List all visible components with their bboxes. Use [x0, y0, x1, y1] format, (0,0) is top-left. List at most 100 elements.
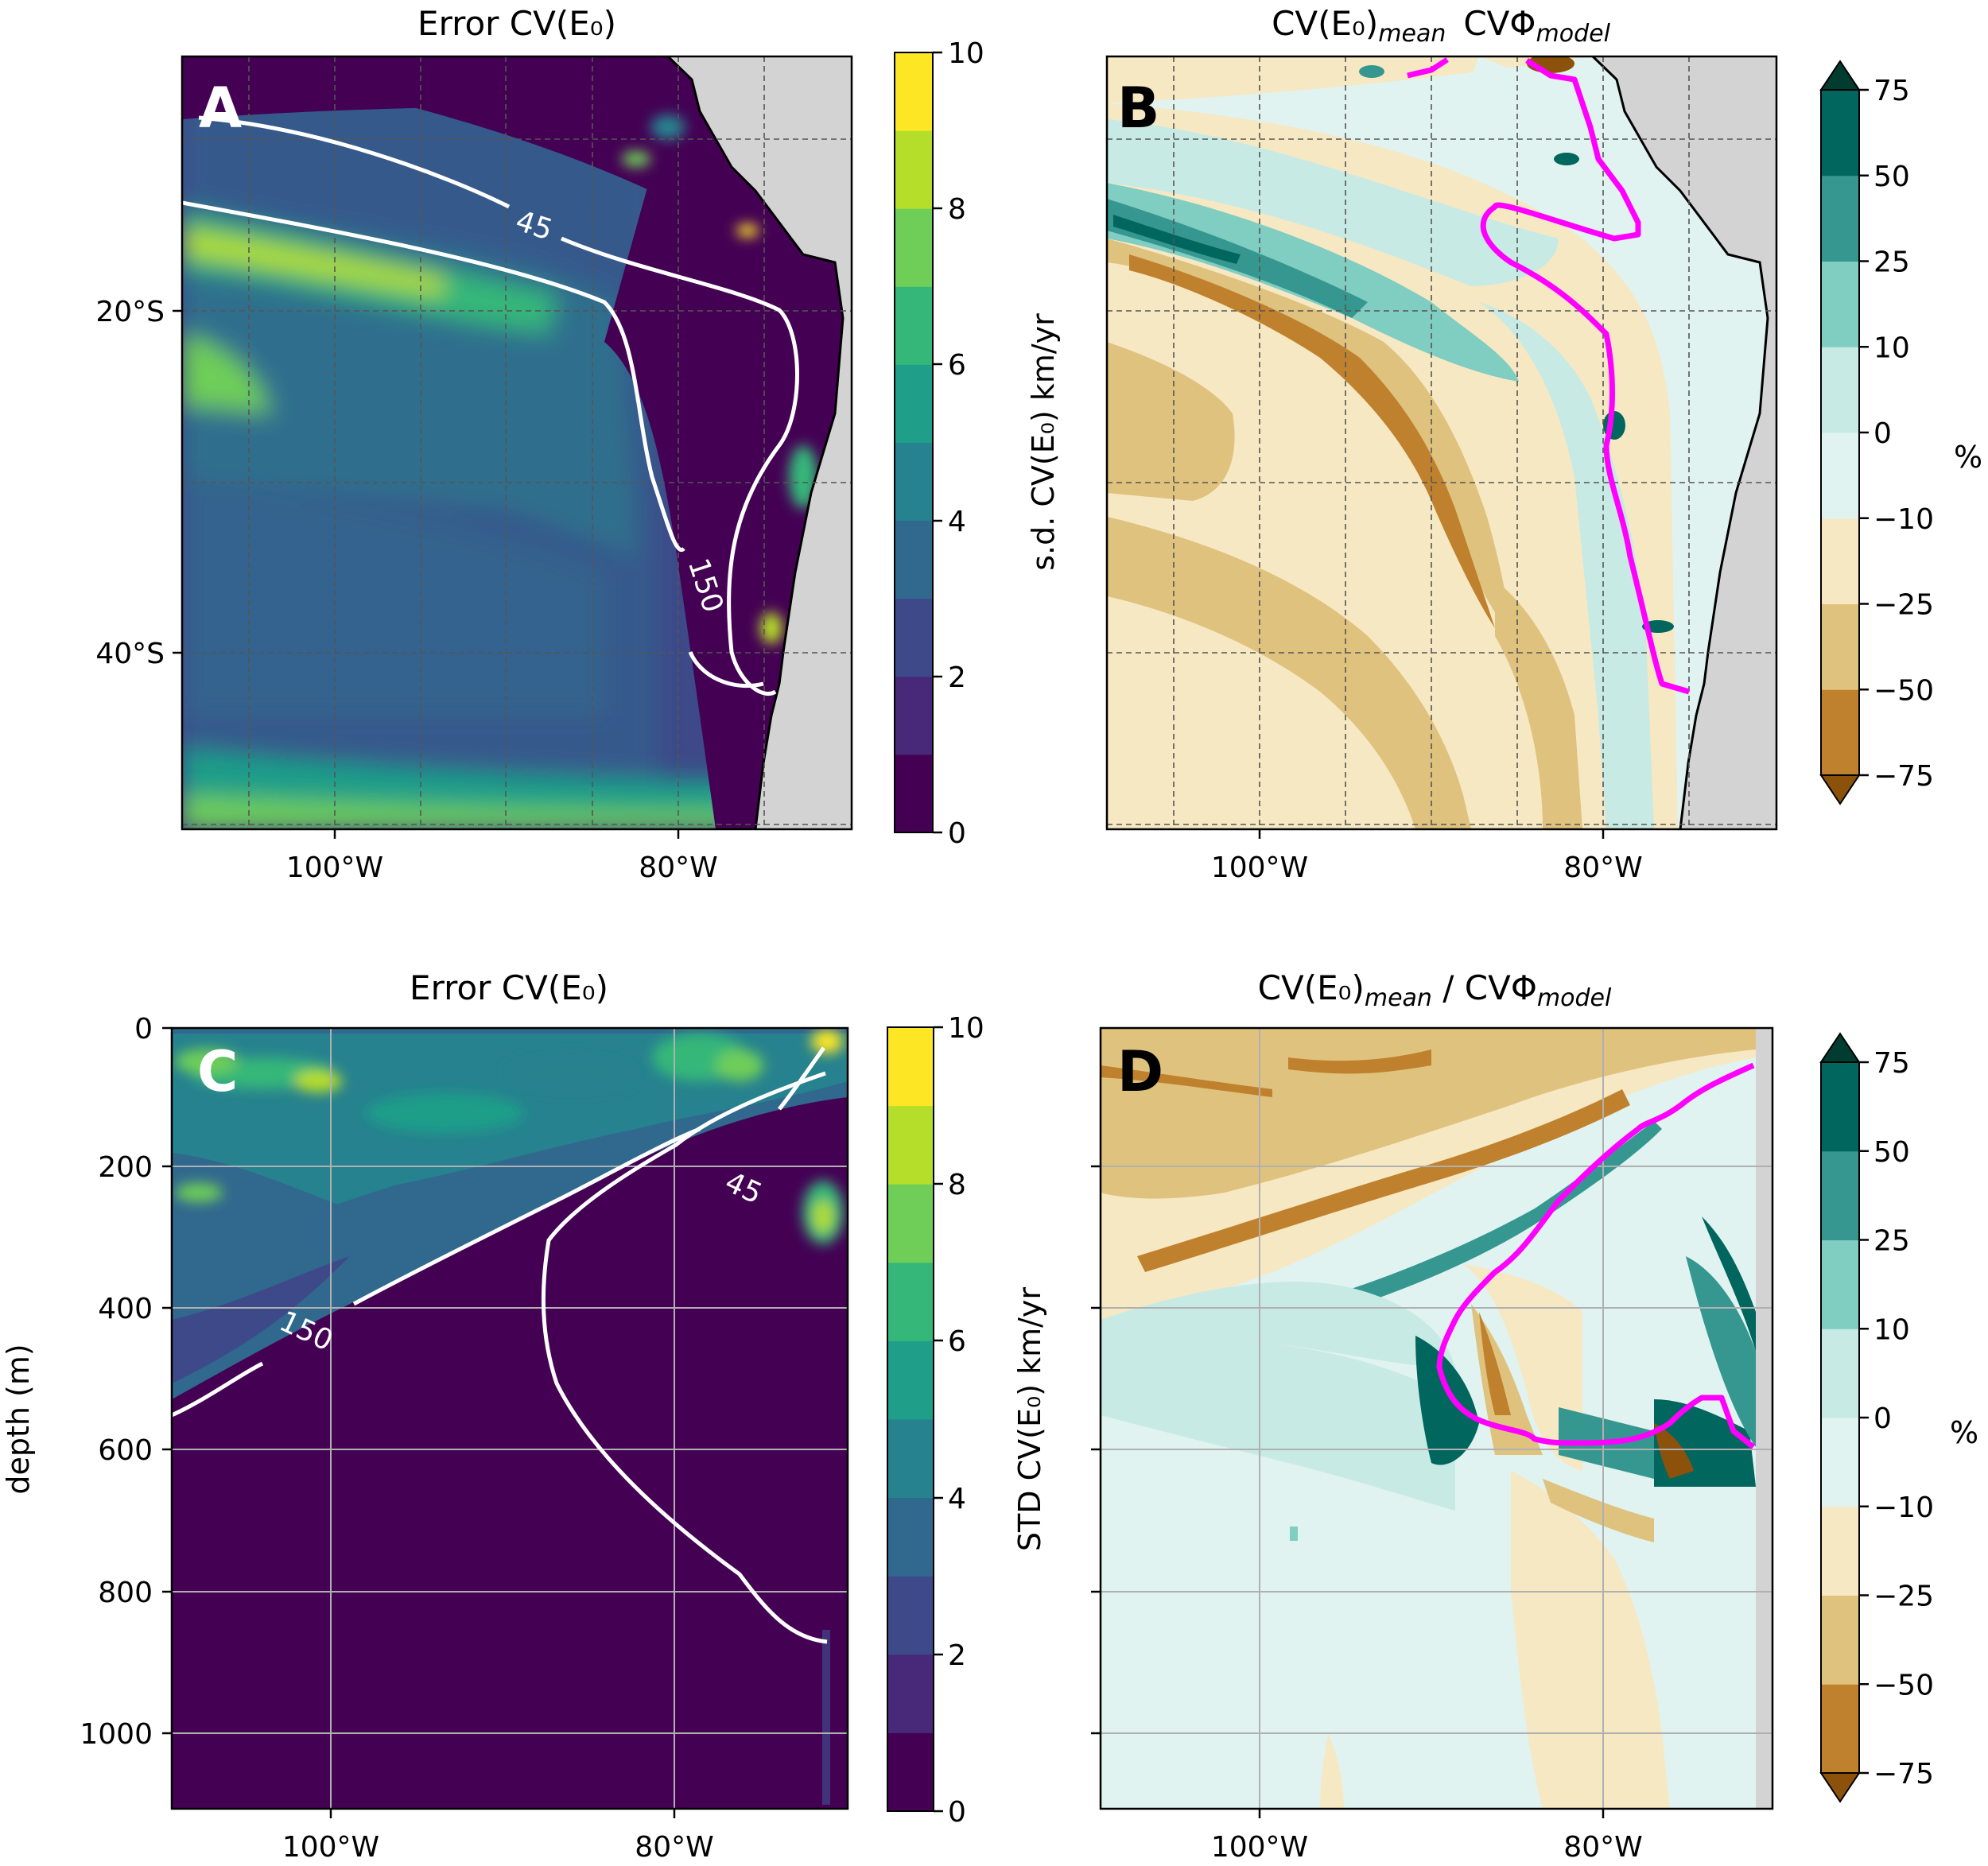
panel-d-cbar-swatch-0: [1821, 1684, 1859, 1774]
panel-c-letter: C: [197, 1039, 238, 1104]
panel-c-title: Error CV(E₀): [410, 968, 608, 1007]
panel-c-cbar-label: STD CV(E₀) km/yr: [1012, 1287, 1047, 1551]
panel-b-cbar-swatch-1: [1821, 603, 1859, 690]
panel-a: Error CV(E₀): [95, 4, 1061, 884]
panel-d-colorbar-swatches: [1819, 1032, 1861, 1803]
panel-d-cbar-extend-low: [1819, 1772, 1861, 1803]
panel-a-cbar-tick-8: 8: [948, 193, 966, 226]
panel-c-section: 45 150 C: [172, 1028, 848, 1809]
panel-a-cbar-swatch-1: [895, 676, 933, 755]
panel-c-frame: [170, 1026, 849, 1810]
panel-d-cbar-tick-1: 50: [1873, 1136, 1910, 1169]
panel-c-cbar-swatch-4: [887, 1419, 934, 1499]
panel-b-cbar-swatch-3: [1821, 433, 1859, 519]
panel-a-xtick-100w: 100°W: [286, 852, 383, 884]
panel-b-cbar-tick-8: −75: [1873, 760, 1934, 793]
panel-b-frame: [1105, 55, 1778, 831]
panel-d-cbar-tick-0: 75: [1873, 1047, 1910, 1080]
panel-b-cbar-tick-2: 25: [1873, 246, 1910, 279]
panel-c-cbar-swatch-5: [887, 1340, 934, 1420]
panel-b-map: B: [1107, 56, 1776, 829]
panel-b-cbar-tick-1: 50: [1873, 161, 1910, 193]
panel-d-colorbar: 75 50 25 10 0 −10 −25 −50 −75 %: [1819, 1032, 1978, 1803]
panel-c-colorbar: 10 8 6 4 2 0 STD CV(E₀) km/yr: [887, 1012, 1047, 1829]
panel-a-cbar-swatch-3: [895, 520, 933, 599]
panel-c-cbar-swatch-2: [887, 1576, 934, 1655]
panel-c-colorbar-swatches: [887, 1027, 934, 1812]
panel-d-section: D: [1101, 1028, 1773, 1809]
panel-c-cbar-tick-6: 6: [948, 1325, 966, 1358]
panel-c-ytick-800: 800: [98, 1577, 153, 1609]
panel-b-cbar-swatch-2: [1821, 518, 1859, 604]
panel-d-xtick-80w: 80°W: [1563, 1831, 1642, 1864]
panel-b-cbar-tick-3: 10: [1873, 332, 1910, 364]
panel-a-cbar-swatch-4: [895, 442, 933, 522]
panel-b-cbar-extend-low: [1819, 774, 1861, 805]
panel-c-cbar-tick-2: 2: [948, 1639, 966, 1672]
panel-c-cbar-swatch-3: [887, 1497, 934, 1577]
panel-b-xtick-80w: 80°W: [1563, 852, 1642, 884]
panel-d-xtick-100w: 100°W: [1211, 1831, 1308, 1864]
panel-c-ytick-200: 200: [98, 1151, 153, 1184]
panel-b-cbar-swatch-0: [1821, 689, 1859, 776]
panel-a-cbar-tick-6: 6: [948, 349, 966, 382]
panel-d-cbar-tick-8: −75: [1873, 1758, 1934, 1790]
panel-b-cbar-tick-5: −10: [1873, 503, 1934, 536]
panel-c-cbar-swatch-1: [887, 1654, 934, 1733]
panel-a-colorbar: 10 8 6 4 2 0 s.d. CV(E₀) km/yr: [894, 37, 1061, 850]
panel-a-ytick-40s: 40°S: [95, 638, 165, 670]
panel-d-cbar-tick-7: −50: [1873, 1669, 1934, 1701]
panel-b-cbar-tick-6: −25: [1873, 589, 1934, 622]
panel-b-cbar-swatch-5: [1821, 261, 1859, 347]
panel-c-ytick-400: 400: [98, 1293, 153, 1325]
panel-d-frame: [1099, 1026, 1774, 1810]
panel-a-letter: A: [199, 76, 242, 141]
panel-c-ytick-0: 0: [134, 1013, 153, 1046]
panel-b-cbar-tick-0: 75: [1873, 75, 1910, 107]
panel-a-cbar-swatch-6: [895, 286, 933, 365]
panel-c-ylabel: depth (m): [1, 1344, 36, 1494]
panel-d-cbar-tick-4: 0: [1873, 1402, 1892, 1435]
panel-c-cbar-tick-8: 8: [948, 1169, 966, 1201]
panel-d-cbar-tick-5: −10: [1873, 1492, 1934, 1524]
panel-b-letter: B: [1117, 76, 1159, 141]
panel-a-cbar-label: s.d. CV(E₀) km/yr: [1026, 313, 1061, 571]
panel-c-cbar-swatch-7: [887, 1184, 934, 1263]
panel-a-cbar-swatch-7: [895, 208, 933, 287]
panel-c-xtick-80w: 80°W: [635, 1831, 713, 1864]
panel-d-cbar-label: %: [1950, 1415, 1978, 1450]
panel-c-cbar-swatch-8: [887, 1105, 934, 1185]
panel-b-cbar-label: %: [1954, 440, 1982, 475]
panel-c-cbar-swatch-6: [887, 1262, 934, 1341]
panel-d-cbar-tick-6: −25: [1873, 1581, 1934, 1613]
panel-d-cbar-swatch-5: [1821, 1239, 1859, 1329]
panel-c: Error CV(E₀): [1, 968, 1047, 1864]
panel-a-cbar-tick-10: 10: [948, 37, 984, 70]
panel-b-cbar-swatch-6: [1821, 175, 1859, 262]
panel-c-cbar-tick-10: 10: [948, 1012, 984, 1045]
panel-c-xtick-100w: 100°W: [282, 1831, 379, 1864]
panel-d-letter: D: [1117, 1039, 1163, 1104]
panel-c-ytick-600: 600: [98, 1434, 153, 1467]
panel-b-cbar-tick-4: 0: [1873, 417, 1892, 450]
panel-d-cbar-swatch-3: [1821, 1418, 1859, 1507]
panel-d-cbar-swatch-6: [1821, 1150, 1859, 1240]
panel-b-cbar-extend-high: [1819, 60, 1861, 91]
panel-b-cbar-swatch-7: [1821, 90, 1859, 177]
panel-b-cbar-tick-7: −50: [1873, 674, 1934, 707]
panel-a-colorbar-swatches: [895, 52, 933, 833]
panel-d-cbar-swatch-1: [1821, 1595, 1859, 1685]
panel-d-title: CV(E₀)mean / CVΦmodel: [1258, 968, 1612, 1012]
panel-c-cbar-tick-0: 0: [948, 1796, 966, 1829]
panel-a-cbar-swatch-5: [895, 364, 933, 443]
panel-c-cbar-swatch-9: [887, 1027, 934, 1107]
panel-d-cbar-swatch-2: [1821, 1506, 1859, 1596]
panel-a-cbar-swatch-0: [895, 754, 933, 833]
panel-a-ytick-20s: 20°S: [95, 296, 165, 328]
panel-d-cbar-tick-2: 25: [1873, 1225, 1910, 1258]
panel-b-colorbar-swatches: [1819, 60, 1861, 805]
panel-d-cbar-extend-high: [1819, 1032, 1861, 1063]
panel-d-cbar-swatch-7: [1821, 1062, 1859, 1152]
panel-b: CV(E₀)mean CVΦmodel: [1105, 4, 1982, 884]
panel-a-cbar-tick-0: 0: [948, 817, 966, 850]
